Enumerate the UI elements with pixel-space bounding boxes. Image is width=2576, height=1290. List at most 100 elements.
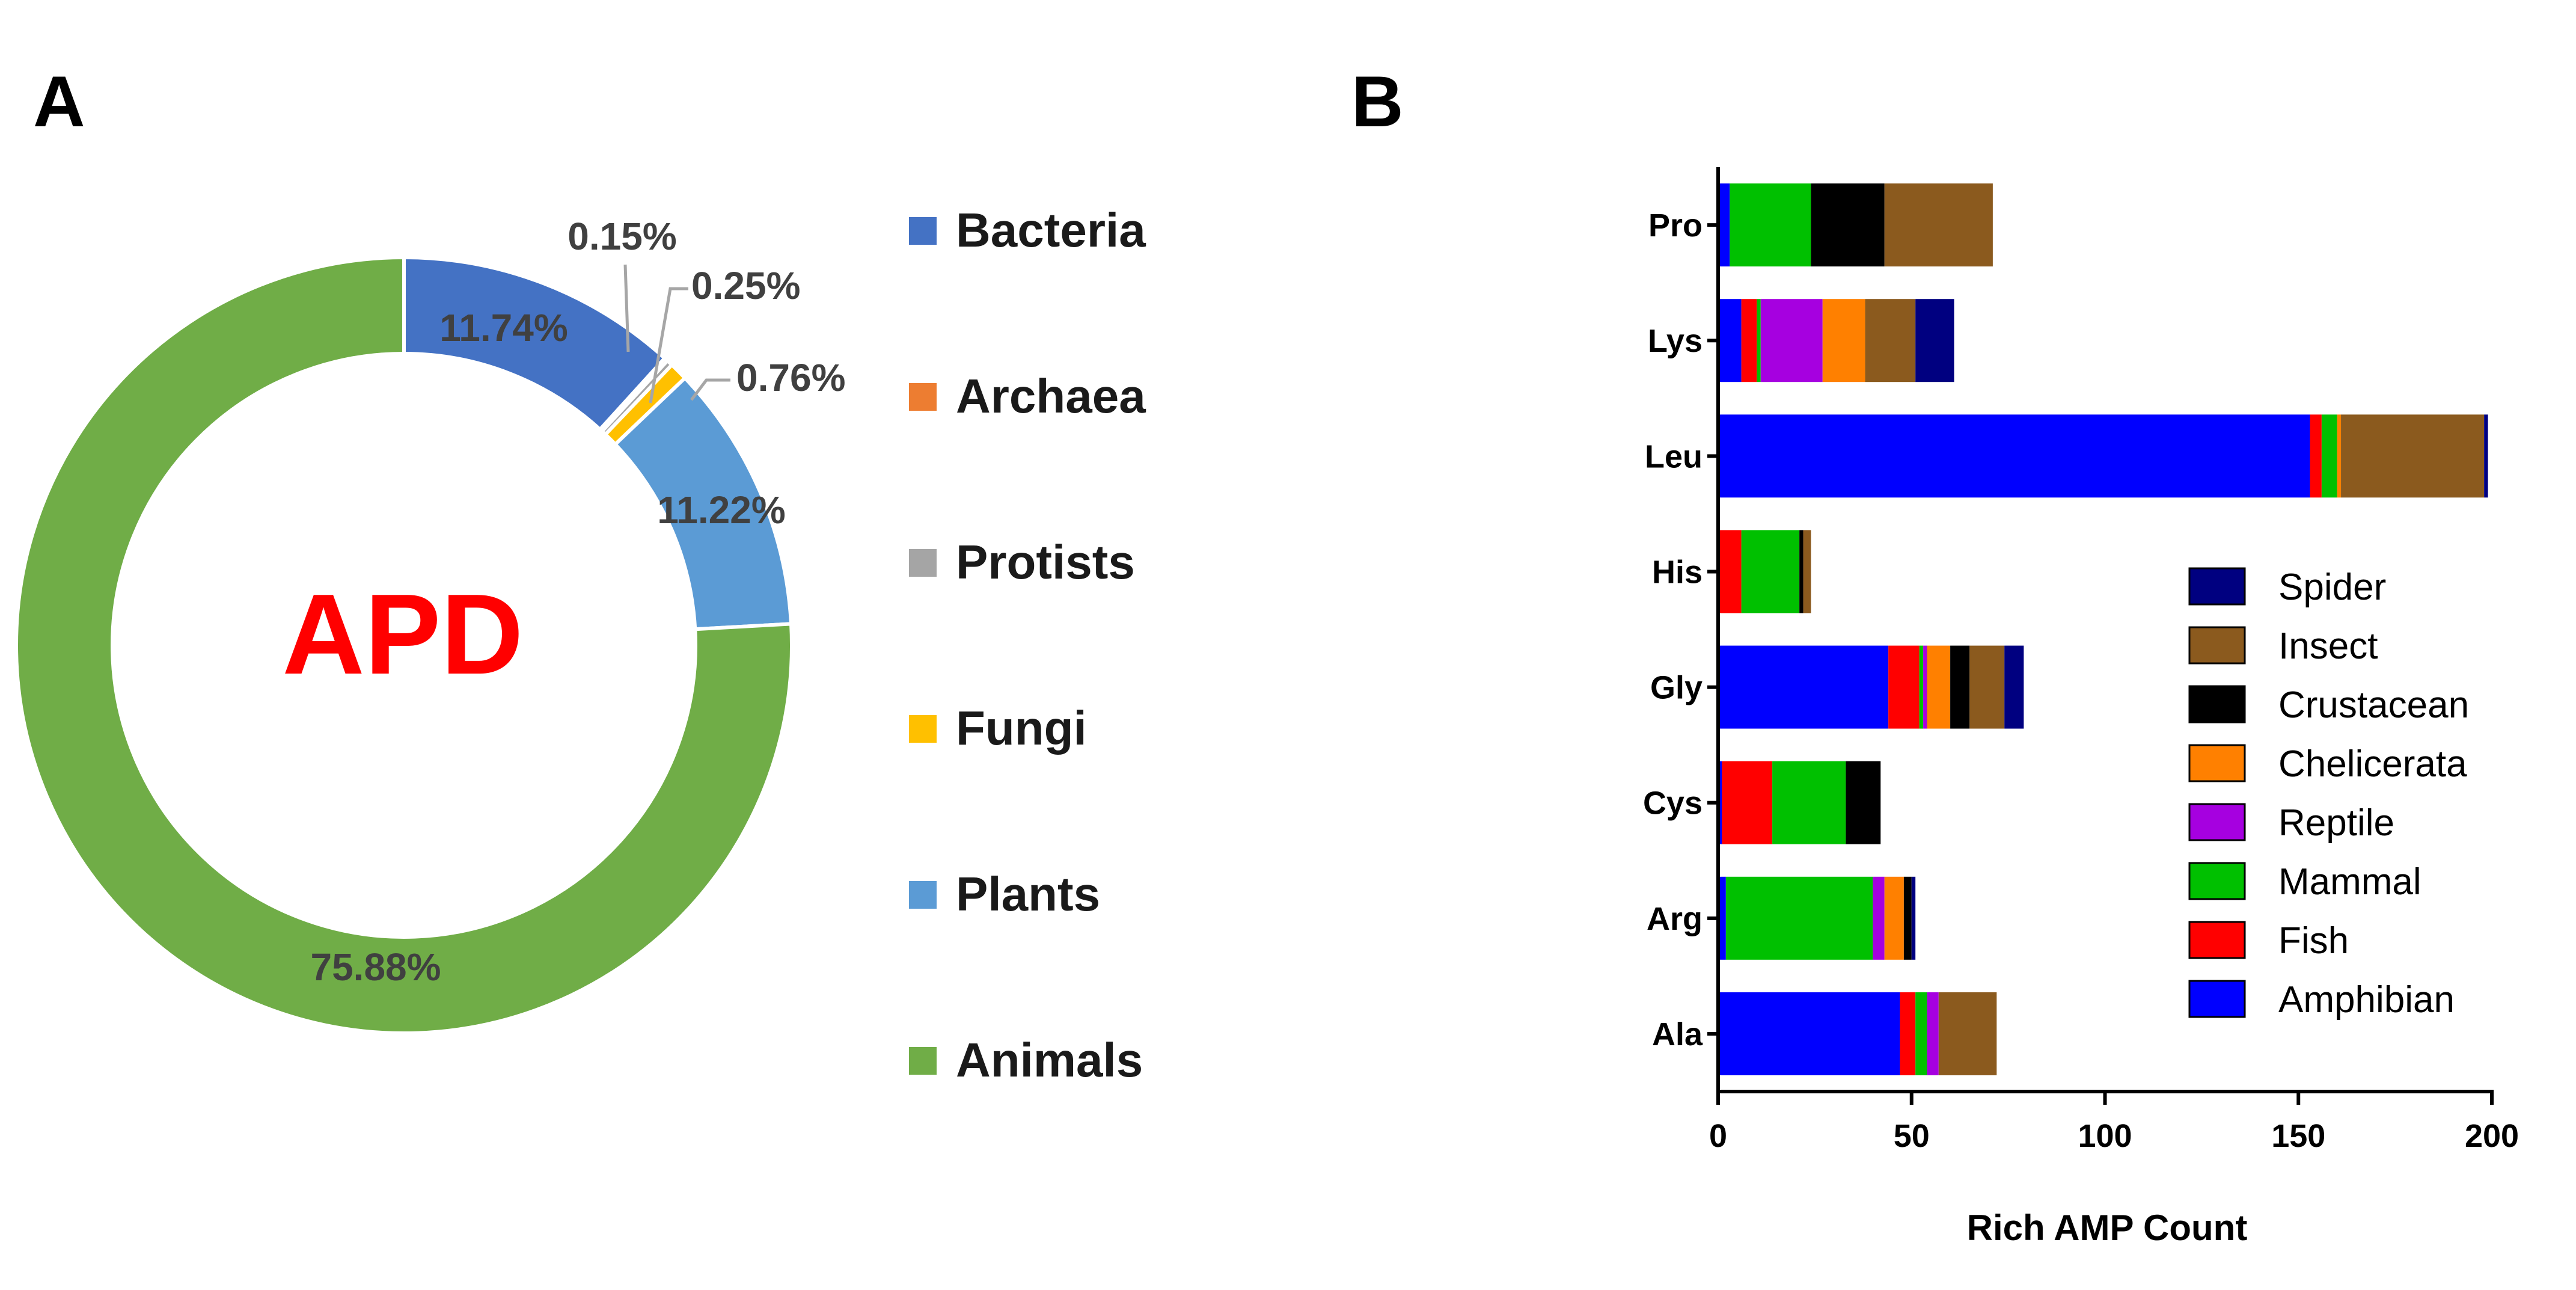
- bar-ala-insect: [1938, 992, 1997, 1075]
- legend-swatch-amphibian: [2188, 980, 2246, 1018]
- legend-label-crustacean: Crustacean: [2278, 684, 2469, 726]
- bar-leu-mammal: [2321, 414, 2337, 498]
- legend-label-mammal: Mammal: [2278, 861, 2422, 903]
- legend-label-chelicerata: Chelicerata: [2278, 743, 2467, 785]
- bar-ala-mammal: [1915, 992, 1927, 1075]
- bar-lys-fish: [1741, 299, 1757, 382]
- bar-his-fish: [1718, 530, 1742, 613]
- percent-label-protists: 0.25%: [691, 264, 800, 307]
- bar-lys-spider: [1915, 299, 1954, 382]
- bar-gly-chelicerata: [1927, 645, 1951, 729]
- bar-cys-crustacean: [1846, 761, 1881, 844]
- bar-pro-mammal: [1730, 183, 1811, 267]
- legend-label-fungi: Fungi: [956, 701, 1087, 755]
- bar-leu-amphibian: [1718, 414, 2310, 498]
- legend-label-spider: Spider: [2278, 567, 2386, 608]
- x-tick-label-200: 200: [2465, 1118, 2519, 1154]
- legend-label-bacteria: Bacteria: [956, 203, 1146, 257]
- bar-lys-reptile: [1760, 299, 1823, 382]
- percent-label-plants: 11.22%: [657, 488, 786, 532]
- donut-legend: Bacteria Archaea Protists Fungi Plants Animal…: [909, 203, 1146, 1087]
- bar-gly-reptile: [1923, 645, 1927, 729]
- legend-label-insect: Insect: [2278, 625, 2378, 667]
- bar-arg-mammal: [1725, 876, 1873, 960]
- bar-arg-spider: [1911, 876, 1916, 960]
- bar-legend: Spider Insect Crustacean Chelicerata Reptile…: [2188, 567, 2469, 1021]
- bar-leu-spider: [2484, 414, 2488, 498]
- bar-gly-fish: [1888, 645, 1920, 729]
- legend-swatch-fungi: [909, 715, 937, 743]
- legend-swatch-chelicerata: [2188, 744, 2246, 782]
- bar-arg-reptile: [1873, 876, 1885, 960]
- x-tick-label-100: 100: [2078, 1118, 2132, 1154]
- legend-label-animals: Animals: [956, 1033, 1143, 1087]
- bar-arg-chelicerata: [1884, 876, 1904, 960]
- bar-pro-amphibian: [1718, 183, 1730, 267]
- donut-slice-animals: [14, 255, 794, 1035]
- bar-cys-amphibian: [1718, 761, 1722, 844]
- y-tick-label-leu: Leu: [1645, 438, 1703, 475]
- legend-label-plants: Plants: [956, 867, 1100, 921]
- legend-swatch-protists: [909, 549, 937, 577]
- panel-a-label: A: [33, 61, 85, 142]
- donut-percent-labels: 11.74% 0.15% 0.25% 0.76% 11.22% 75.88%: [310, 215, 845, 989]
- donut-center-label: APD: [282, 571, 523, 698]
- bar-ala-fish: [1900, 992, 1916, 1075]
- bar-pro-insect: [1884, 183, 1993, 267]
- y-tick-label-pro: Pro: [1648, 207, 1703, 244]
- legend-swatch-bacteria: [909, 217, 937, 245]
- bar-lys-amphibian: [1718, 299, 1742, 382]
- leader-line-archaea: [623, 264, 630, 352]
- legend-swatch-mammal: [2188, 862, 2246, 900]
- legend-swatch-crustacean: [2188, 685, 2246, 723]
- legend-label-archaea: Archaea: [956, 369, 1146, 423]
- bar-cys-fish: [1722, 761, 1773, 844]
- y-tick-label-cys: Cys: [1643, 785, 1703, 822]
- bar-lys-insect: [1865, 299, 1916, 382]
- bar-lys-mammal: [1757, 299, 1761, 382]
- legend-label-amphibian: Amphibian: [2278, 979, 2455, 1021]
- bar-gly-spider: [2004, 645, 2024, 729]
- bar-pro-crustacean: [1811, 183, 1885, 267]
- bar-arg-amphibian: [1718, 876, 1726, 960]
- leader-line-fungi: [690, 378, 730, 401]
- legend-swatch-plants: [909, 881, 937, 909]
- bar-ala-reptile: [1927, 992, 1939, 1075]
- bar-his-mammal: [1741, 530, 1800, 613]
- x-tick-label-150: 150: [2271, 1118, 2325, 1154]
- percent-label-archaea: 0.15%: [568, 215, 676, 258]
- legend-label-reptile: Reptile: [2278, 802, 2394, 844]
- y-tick-label-arg: Arg: [1647, 901, 1703, 937]
- legend-swatch-insect: [2188, 626, 2246, 665]
- bar-ala-amphibian: [1718, 992, 1900, 1075]
- x-axis-label: Rich AMP Count: [1967, 1208, 2248, 1248]
- panel-b-label: B: [1351, 61, 1404, 142]
- bar-leu-chelicerata: [2337, 414, 2342, 498]
- stacked-bar-chart: Pro Lys Leu His Gly Cys Arg Ala 0 50 100 150 200: [1643, 167, 2519, 1154]
- percent-label-fungi: 0.76%: [736, 356, 845, 399]
- y-tick-label-ala: Ala: [1652, 1016, 1703, 1052]
- legend-swatch-animals: [909, 1047, 937, 1075]
- y-tick-label-gly: Gly: [1650, 670, 1703, 706]
- legend-swatch-spider: [2188, 567, 2246, 606]
- bar-his-insect: [1803, 530, 1811, 613]
- legend-swatch-reptile: [2188, 803, 2246, 841]
- bar-lys-chelicerata: [1822, 299, 1865, 382]
- bar-his-crustacean: [1799, 530, 1804, 613]
- bar-arg-crustacean: [1903, 876, 1912, 960]
- percent-label-bacteria: 11.74%: [439, 306, 568, 349]
- legend-label-fish: Fish: [2278, 920, 2349, 962]
- bar-gly-mammal: [1919, 645, 1924, 729]
- legend-swatch-archaea: [909, 383, 937, 411]
- bar-leu-fish: [2310, 414, 2322, 498]
- y-tick-label-his: His: [1652, 554, 1703, 590]
- legend-label-protists: Protists: [956, 535, 1135, 589]
- bar-cys-mammal: [1772, 761, 1846, 844]
- leader-line-protists: [649, 287, 688, 404]
- legend-swatch-fish: [2188, 921, 2246, 959]
- y-tick-label-lys: Lys: [1648, 323, 1703, 359]
- bar-leu-insect: [2341, 414, 2485, 498]
- x-tick-label-0: 0: [1709, 1118, 1727, 1154]
- bar-gly-crustacean: [1950, 645, 1970, 729]
